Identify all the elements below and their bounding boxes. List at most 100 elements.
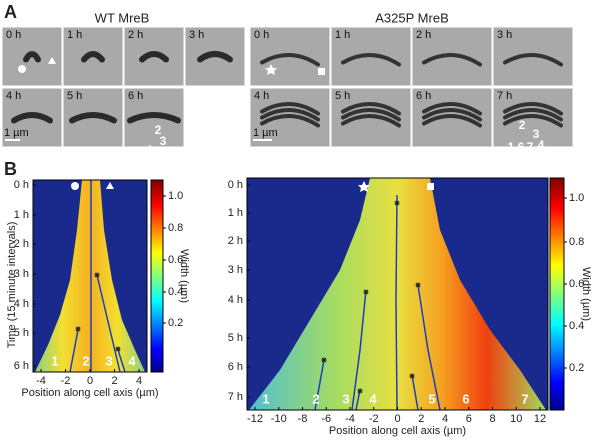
colorbar-tick-label: 0.2 <box>569 362 584 374</box>
y-tick-label: 6 h <box>14 360 29 372</box>
frame-label: 3 h <box>189 29 204 41</box>
colorbar-tick-label: 0.8 <box>569 236 584 248</box>
x-tick-label: -8 <box>298 413 308 425</box>
track-number: 3 <box>105 353 112 368</box>
asterisk <box>321 357 327 363</box>
y-tick-label: 6 h <box>228 361 243 373</box>
y-tick-label: 3 h <box>14 268 29 280</box>
cell <box>69 112 117 124</box>
frame-label: 2 h <box>416 29 431 41</box>
track-number: 5 <box>428 391 435 406</box>
track-number: 2 <box>82 353 89 368</box>
cell-number: 2 <box>155 123 162 137</box>
x-tick-label: -4 <box>36 375 46 387</box>
track-line <box>69 329 79 373</box>
colorbar <box>549 177 565 411</box>
x-tick-label: 0 <box>87 375 93 387</box>
track-line <box>417 284 441 411</box>
asterisk <box>94 272 100 278</box>
y-tick-label: 1 h <box>14 209 29 221</box>
x-tick-label: -6 <box>321 413 331 425</box>
cell <box>503 108 563 122</box>
y-tick-label: 3 h <box>228 264 243 276</box>
cell <box>503 114 563 128</box>
track-line <box>355 389 361 411</box>
frame-label: 7 h <box>497 90 512 102</box>
marker-star <box>358 181 370 192</box>
asterisk <box>357 388 363 394</box>
cell-number: 6 <box>518 140 525 154</box>
marker-circle <box>18 65 26 73</box>
colorbar-tick-label: 1.0 <box>569 192 584 204</box>
asterisk <box>394 200 400 206</box>
cell <box>422 53 482 67</box>
track-line <box>411 374 419 411</box>
y-tick-label: 1 h <box>228 207 243 219</box>
x-tick-label: -2 <box>61 375 71 387</box>
y-tick-label: 5 h <box>14 327 29 339</box>
cell-number: 3 <box>533 127 540 141</box>
cell <box>503 53 563 67</box>
track-line <box>314 359 325 411</box>
marker-star <box>265 64 277 75</box>
cell <box>23 51 41 63</box>
x-tick-label: -12 <box>247 413 263 425</box>
cell-number: 2 <box>519 118 526 132</box>
frame-label: 4 h <box>254 90 269 102</box>
kymograph <box>249 178 546 410</box>
cell <box>341 53 401 67</box>
marker-square <box>318 68 325 75</box>
y-tick-label: 2 h <box>228 235 243 247</box>
cell <box>422 102 482 116</box>
frame-label: 1 h <box>67 29 82 41</box>
y-tick-label: 7 h <box>228 391 243 403</box>
x-tick-label: 2 <box>111 375 117 387</box>
cell <box>341 108 401 122</box>
cell <box>341 114 401 128</box>
asterisk <box>75 326 81 332</box>
frame-label: 0 h <box>254 29 269 41</box>
colorbar-tick-label: 1.0 <box>168 190 183 202</box>
frame-label: 5 h <box>335 90 350 102</box>
cell <box>81 51 105 63</box>
y-tick-label: 4 h <box>228 294 243 306</box>
frame-label: 1 h <box>335 29 350 41</box>
track-number: 6 <box>462 391 469 406</box>
y-tick-label: 2 h <box>14 238 29 250</box>
frame-label: 4 h <box>6 90 21 102</box>
x-tick-label: 10 <box>510 413 522 425</box>
colorbar <box>150 179 164 373</box>
y-tick-label: 0 h <box>228 179 243 191</box>
frame-label: 6 h <box>128 90 143 102</box>
x-axis-label: Position along cell axis (µm) <box>21 387 158 399</box>
track-number: 2 <box>312 391 319 406</box>
track-line <box>96 274 121 373</box>
colorbar-tick-label: 0.4 <box>569 320 584 332</box>
cell-number: 4 <box>538 138 545 152</box>
frame-label: 5 h <box>67 90 82 102</box>
marker-circle <box>71 182 79 190</box>
track-number: 1 <box>51 353 58 368</box>
x-tick-label: 12 <box>534 413 546 425</box>
marker-square <box>427 183 434 190</box>
cell <box>260 102 320 116</box>
cell <box>127 112 181 124</box>
y-tick-label: 5 h <box>228 332 243 344</box>
x-tick-label: -4 <box>345 413 355 425</box>
x-tick-label: 4 <box>136 375 142 387</box>
frame-label: 0 h <box>6 29 21 41</box>
micrograph <box>184 26 246 87</box>
asterisk <box>115 346 121 352</box>
x-tick-label: -10 <box>271 413 287 425</box>
x-tick-label: 8 <box>489 413 495 425</box>
asterisk <box>415 282 421 288</box>
frame-label: 6 h <box>416 90 431 102</box>
cell-number: 5 <box>514 153 521 167</box>
colorbar-tick-label: 0.6 <box>569 278 584 290</box>
x-tick-label: 6 <box>466 413 472 425</box>
scale-bar-label: 1 µm <box>253 127 278 139</box>
y-tick-label: 0 h <box>14 179 29 191</box>
marker-triangle <box>48 57 56 64</box>
x-tick-label: 0 <box>394 413 400 425</box>
